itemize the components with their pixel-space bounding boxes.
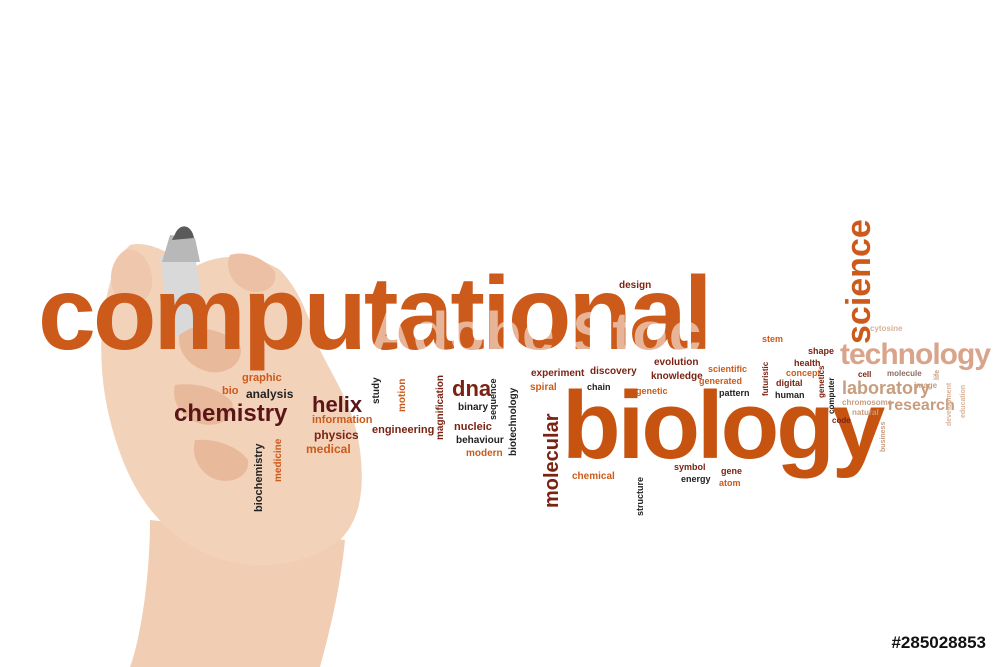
word-digital: digital [776, 378, 803, 388]
word-generated: generated [699, 376, 743, 386]
word-education: education [960, 384, 967, 418]
word-helix: helix [312, 392, 363, 417]
word-graphic: graphic [242, 372, 282, 384]
word-genetic: genetic [636, 386, 668, 396]
word-knowledge: knowledge [651, 371, 703, 382]
word-engineering: engineering [372, 424, 435, 436]
word-natural: natural [852, 408, 879, 417]
word-computational: computational [38, 256, 713, 372]
word-laboratory: laboratory [842, 378, 931, 398]
word-life: life [934, 369, 941, 380]
word-health: health [794, 358, 821, 368]
word-symbol: symbol [674, 462, 706, 472]
word-design: design [619, 280, 652, 291]
word-business: business [880, 421, 887, 452]
word-human: human [775, 390, 805, 400]
word-chromosome: chromosome [842, 398, 893, 407]
word-binary: binary [458, 402, 489, 413]
word-computer: computer [827, 377, 836, 414]
word-biology: biology [562, 372, 885, 479]
word-biotechnology: biotechnology [508, 387, 519, 456]
stock-watermark: Adobe Stock [370, 301, 736, 366]
word-image: image [914, 381, 938, 390]
word-development: development [946, 382, 953, 426]
word-molecular: molecular [541, 413, 563, 508]
word-magnification: magnification [435, 374, 446, 440]
word-analysis: analysis [246, 387, 294, 401]
word-technology: technology [840, 338, 991, 371]
word-experiment: experiment [531, 368, 585, 379]
word-medical: medical [306, 442, 351, 456]
word-nucleic: nucleic [454, 421, 492, 433]
word-dna: dna [452, 376, 492, 401]
word-scientific: scientific [708, 364, 748, 374]
word-information: information [312, 414, 373, 426]
stock-image-id: #285028853 [891, 633, 986, 652]
word-shape: shape [808, 346, 835, 356]
word-spiral: spiral [530, 382, 557, 393]
word-bio: bio [222, 385, 239, 397]
word-energy: energy [681, 474, 711, 484]
word-code: code [832, 416, 851, 425]
word-discovery: discovery [590, 366, 637, 377]
word-modern: modern [466, 448, 503, 459]
word-chemical: chemical [572, 471, 615, 482]
word-cytosine: cytosine [870, 324, 903, 333]
word-futuristic: futuristic [761, 361, 770, 396]
word-atom: atom [719, 478, 741, 488]
word-molecule: molecule [887, 369, 922, 378]
word-behaviour: behaviour [456, 435, 504, 446]
word-study: study [371, 377, 382, 404]
word-evolution: evolution [654, 357, 699, 368]
word-physics: physics [314, 428, 359, 442]
word-chemistry: chemistry [174, 400, 288, 427]
word-concept: concept [786, 368, 821, 378]
word-medicine: medicine [273, 438, 284, 482]
word-structure: structure [635, 476, 645, 516]
word-research: research [888, 397, 955, 414]
word-sequence: sequence [488, 378, 498, 420]
word-pattern: pattern [719, 388, 750, 398]
word-chain: chain [587, 382, 611, 392]
word-motion: motion [397, 378, 408, 412]
word-stem: stem [762, 334, 784, 344]
word-biochemistry: biochemistry [253, 443, 265, 512]
word-genetics: genetics [817, 365, 826, 398]
word-cell: cell [858, 370, 872, 379]
word-gene: gene [721, 466, 743, 476]
